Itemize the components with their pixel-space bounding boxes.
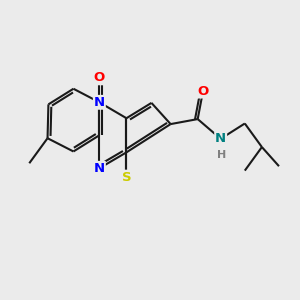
Text: N: N	[94, 96, 105, 109]
Text: H: H	[217, 150, 226, 160]
Text: O: O	[94, 71, 105, 84]
Text: N: N	[215, 132, 226, 145]
Text: O: O	[197, 85, 208, 98]
Text: S: S	[122, 171, 131, 184]
Text: N: N	[94, 162, 105, 175]
